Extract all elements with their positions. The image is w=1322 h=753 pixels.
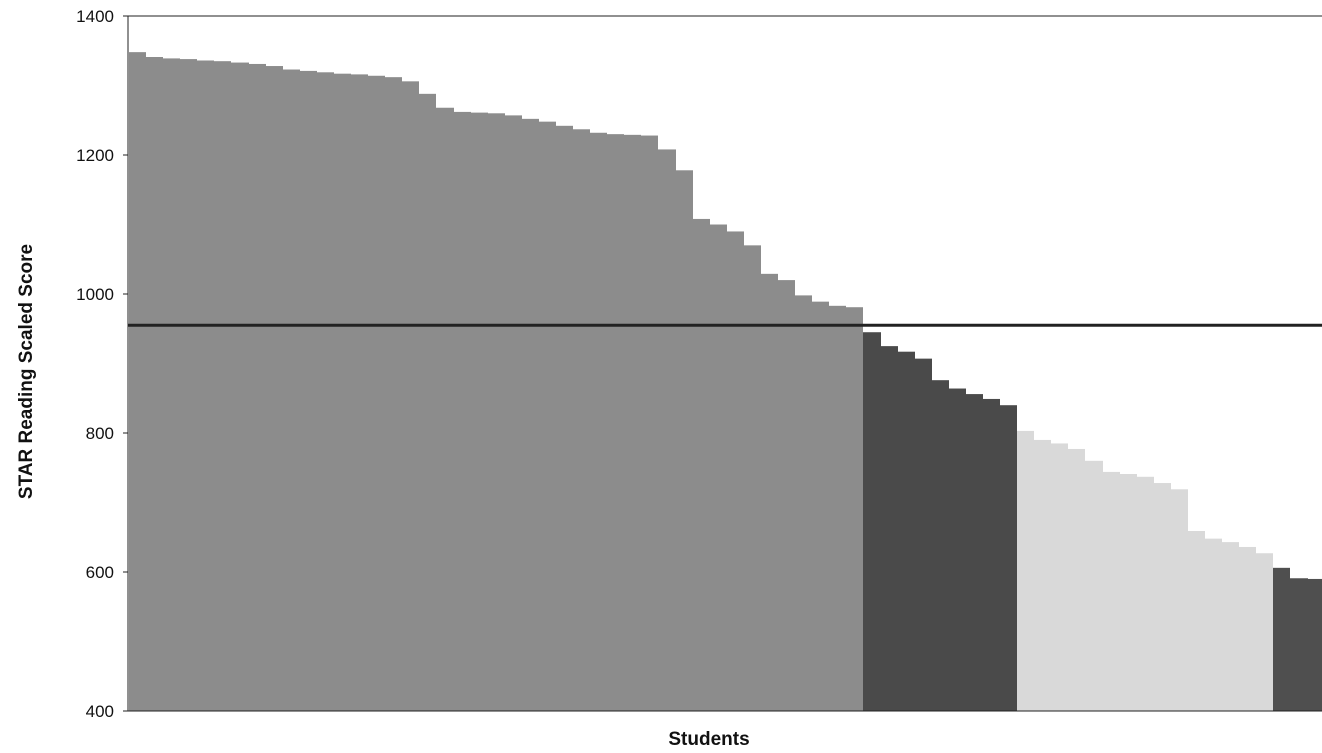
bar-group3-student-61 xyxy=(1154,483,1171,711)
x-axis-title: Students xyxy=(668,729,749,750)
bar-group3-student-65 xyxy=(1222,542,1239,711)
bar-group2-student-50 xyxy=(966,394,983,711)
bar-group2-student-51 xyxy=(983,398,1000,711)
axis-layer xyxy=(127,15,1322,712)
bars-layer xyxy=(129,52,1322,712)
bar-group1-student-1 xyxy=(129,52,146,711)
bar-group1-student-21 xyxy=(471,112,488,712)
y-axis-title: STAR Reading Scaled Score xyxy=(16,244,37,499)
bar-group1-student-26 xyxy=(556,125,573,711)
bar-group3-student-56 xyxy=(1068,448,1085,711)
bar-group3-student-60 xyxy=(1137,476,1154,711)
bar-group1-student-5 xyxy=(197,60,214,712)
bar-group1-student-8 xyxy=(249,63,266,711)
y-tick-label: 1400 xyxy=(76,7,114,26)
bar-group1-student-12 xyxy=(317,72,334,712)
bar-group3-student-62 xyxy=(1171,489,1188,711)
bar-group1-student-37 xyxy=(744,245,761,711)
bar-group3-student-57 xyxy=(1085,460,1103,711)
bar-group3-student-63 xyxy=(1188,530,1205,711)
bar-group4-student-70 xyxy=(1308,578,1322,711)
bar-group1-student-23 xyxy=(505,115,522,711)
bar-group1-student-36 xyxy=(727,231,744,711)
bar-group2-student-44 xyxy=(863,332,881,711)
bar-group1-student-30 xyxy=(624,134,641,712)
bar-group1-student-31 xyxy=(641,135,658,712)
bar-group2-student-48 xyxy=(932,380,949,711)
bar-group3-student-54 xyxy=(1034,439,1051,711)
bar-group1-student-27 xyxy=(573,129,590,711)
bar-group1-student-10 xyxy=(283,69,300,711)
bar-group2-student-52 xyxy=(1000,405,1017,711)
bar-group1-student-4 xyxy=(180,59,197,711)
bar-group1-student-9 xyxy=(266,66,283,712)
bar-group1-student-24 xyxy=(522,118,539,712)
bar-group1-student-29 xyxy=(607,134,624,711)
bar-group2-student-47 xyxy=(915,358,932,711)
bar-group1-student-2 xyxy=(146,57,163,711)
bar-group1-student-39 xyxy=(778,280,795,711)
bar-group1-student-6 xyxy=(214,61,231,712)
bar-group1-student-42 xyxy=(829,305,846,711)
bar-group1-student-15 xyxy=(368,75,385,711)
bar-group1-student-17 xyxy=(402,81,419,711)
bar-group1-student-41 xyxy=(812,301,829,711)
bar-group1-student-13 xyxy=(334,73,351,711)
bar-group4-student-69 xyxy=(1290,578,1308,711)
y-tick-label: 1200 xyxy=(76,146,114,165)
bar-group3-student-66 xyxy=(1239,546,1256,711)
bar-group1-student-3 xyxy=(163,58,180,711)
bar-group1-student-35 xyxy=(710,224,727,711)
bar-group1-student-40 xyxy=(795,295,812,711)
y-tick-label: 600 xyxy=(86,563,114,582)
bar-group2-student-46 xyxy=(898,351,915,711)
bar-group3-student-58 xyxy=(1103,471,1120,711)
bar-group1-student-16 xyxy=(385,77,402,711)
bar-group1-student-19 xyxy=(436,107,454,712)
bar-group1-student-11 xyxy=(300,70,317,711)
bar-group1-student-34 xyxy=(693,218,710,711)
bar-group3-student-59 xyxy=(1120,474,1137,711)
y-tick-label: 400 xyxy=(86,702,114,721)
bar-group1-student-33 xyxy=(676,170,693,712)
bar-group3-student-64 xyxy=(1205,538,1222,711)
bar-group1-student-7 xyxy=(231,62,249,711)
bar-group2-student-45 xyxy=(881,346,898,711)
bar-group3-student-53 xyxy=(1017,430,1034,711)
bar-group1-student-18 xyxy=(419,93,436,712)
bar-group2-student-49 xyxy=(949,388,966,711)
bar-group4-student-68 xyxy=(1273,567,1290,711)
bar-group1-student-14 xyxy=(351,74,368,711)
bar-group1-student-43 xyxy=(846,307,863,711)
bar-group1-student-20 xyxy=(454,111,471,711)
bar-group1-student-22 xyxy=(488,113,505,712)
bar-group1-student-32 xyxy=(658,149,676,711)
y-tick-label: 800 xyxy=(86,424,114,443)
y-tick-label: 1000 xyxy=(76,285,114,304)
bar-group3-student-67 xyxy=(1256,553,1273,711)
bar-group3-student-55 xyxy=(1051,443,1068,711)
y-tick-labels: 400 600 800 1000 1200 1400 xyxy=(76,7,128,721)
bar-group1-student-25 xyxy=(539,121,556,711)
bar-group1-student-28 xyxy=(590,132,607,711)
bar-group1-student-38 xyxy=(761,273,778,711)
